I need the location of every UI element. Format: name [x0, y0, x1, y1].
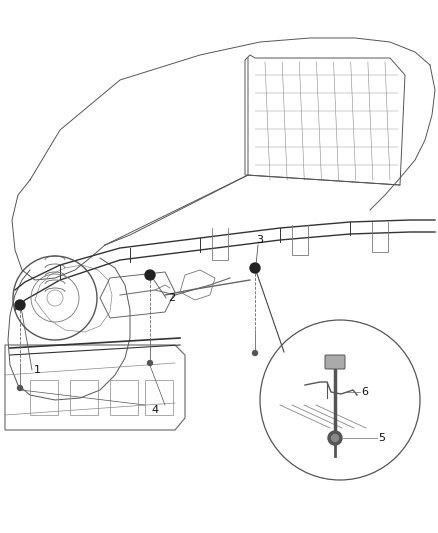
Bar: [145, 380, 173, 415]
Circle shape: [250, 263, 260, 273]
Circle shape: [332, 434, 339, 441]
Text: 2: 2: [169, 293, 176, 303]
Text: 6: 6: [361, 387, 368, 397]
Text: 3: 3: [257, 235, 264, 245]
Text: 5: 5: [378, 433, 385, 443]
Bar: [70, 380, 98, 415]
Circle shape: [18, 385, 22, 391]
Bar: [110, 380, 138, 415]
FancyBboxPatch shape: [325, 355, 345, 369]
Text: 1: 1: [33, 365, 40, 375]
Circle shape: [15, 300, 25, 310]
Bar: [30, 380, 58, 415]
Circle shape: [252, 351, 258, 356]
Circle shape: [145, 270, 155, 280]
Circle shape: [148, 360, 152, 366]
Text: 4: 4: [152, 405, 159, 415]
Circle shape: [328, 431, 342, 445]
